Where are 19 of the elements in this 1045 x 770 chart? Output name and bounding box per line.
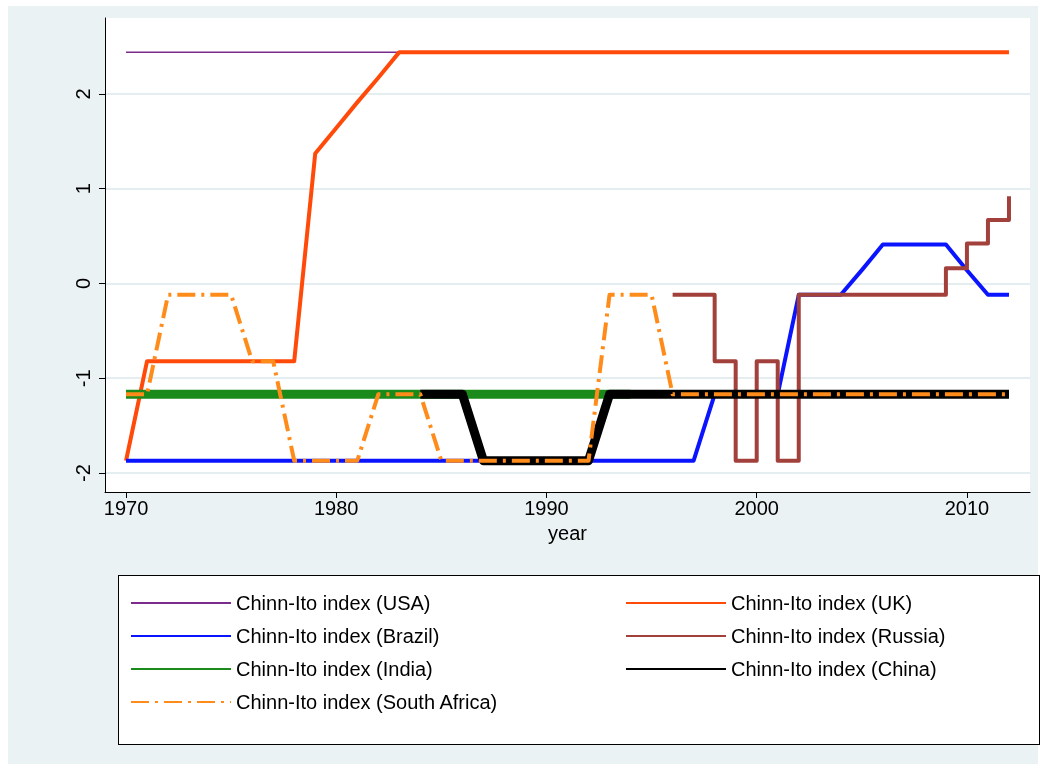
x-tick-label: 1980 [314,497,359,519]
legend-label: Chinn-Ito index (UK) [731,592,913,614]
x-axis-title: year [548,521,588,544]
x-tick-label: 2000 [734,497,779,519]
legend-label: Chinn-Ito index (China) [731,658,937,680]
y-tick-label: 1 [72,183,94,195]
legend-label: Chinn-Ito index (Brazil) [236,625,440,647]
y-tick-label: -1 [72,369,94,388]
x-tick-label: 1990 [524,497,569,519]
y-tick-label: 0 [72,277,94,289]
y-tick-label: -2 [72,464,94,482]
x-tick-label: 2010 [944,497,990,519]
legend-label: Chinn-Ito index (USA) [236,592,431,614]
legend-label: Chinn-Ito index (India) [236,658,433,680]
legend-label: Chinn-Ito index (Russia) [731,625,946,647]
y-tick-label: 2 [72,88,94,100]
line-series [124,50,1011,463]
x-tick-label: 1970 [103,497,149,519]
legend-label: Chinn-Ito index (South Africa) [236,691,498,713]
